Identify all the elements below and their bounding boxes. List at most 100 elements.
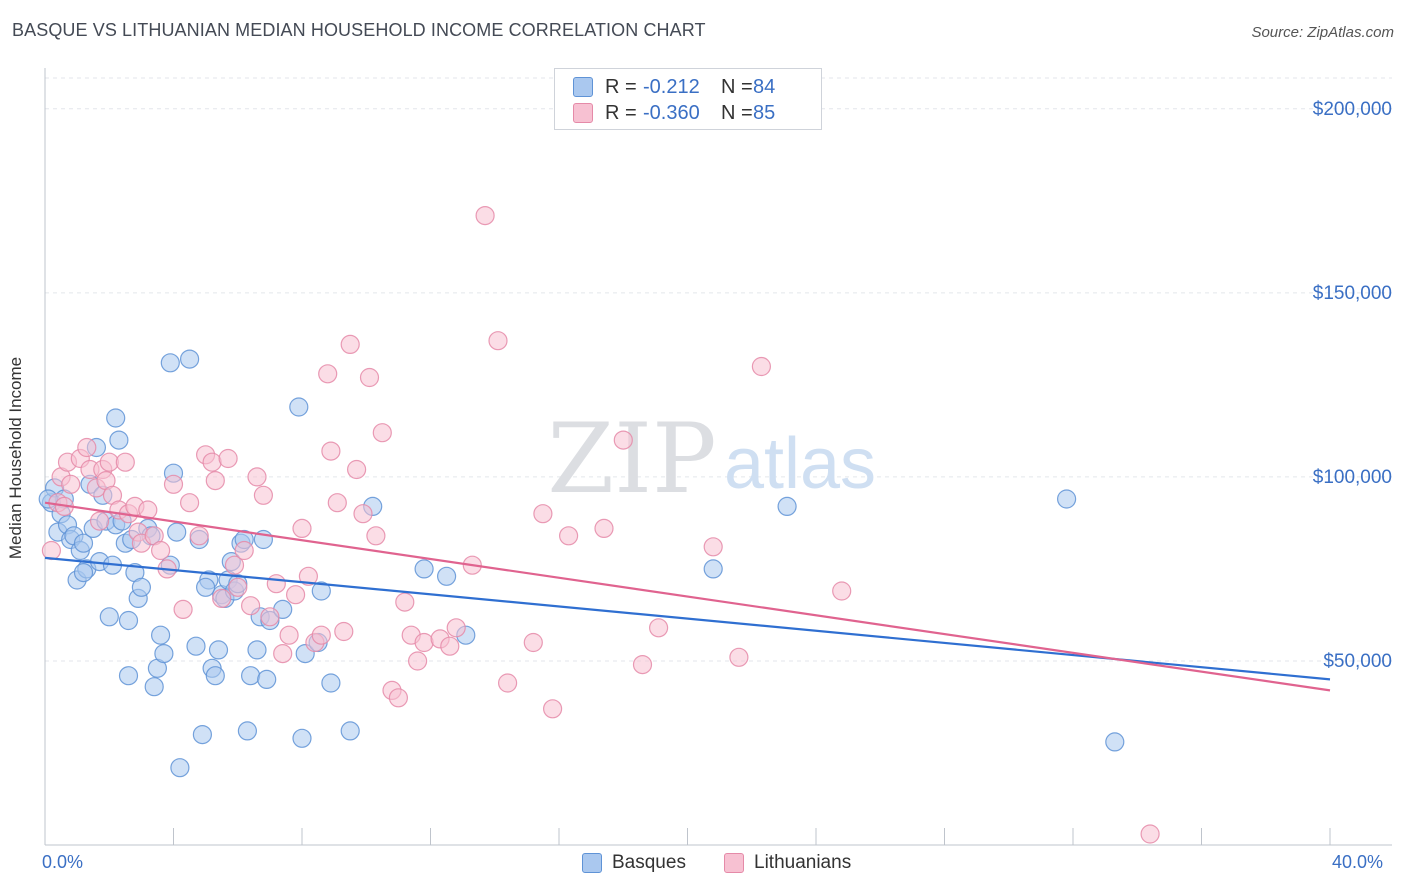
correlation-legend: R = -0.212 N = 84 R = -0.360 N = 85 (554, 68, 822, 130)
legend-label-basques: Basques (612, 852, 686, 873)
lithuanian-point (218, 448, 238, 469)
lithuanian-point (138, 500, 158, 520)
lithuanian-point (372, 423, 392, 443)
legend-label-lithuanians: Lithuanians (754, 852, 852, 873)
lithuanian-point (353, 504, 373, 524)
lithuanian-point (115, 452, 135, 472)
lithuanian-point (440, 636, 460, 656)
legend-row-lithuanians: R = -0.360 N = 85 (573, 101, 775, 125)
y-tick-label: $100,000 (1313, 467, 1392, 488)
basque-point (237, 721, 257, 741)
lithuanian-point (311, 625, 331, 645)
basque-point (186, 636, 206, 656)
series-legend: Basques Lithuanians (0, 852, 1406, 876)
basque-point (208, 640, 229, 660)
lithuanian-point (594, 518, 614, 539)
lithuanian-point (542, 699, 563, 719)
watermark-zip: ZIP (547, 403, 716, 515)
lithuanian-point (224, 555, 245, 575)
y-tick-labels: $50,000 $100,000 $150,000 $200,000 (1313, 99, 1392, 672)
lithuanian-point (388, 688, 408, 708)
lithuanian-point (151, 540, 171, 561)
lithuanians-trend-line (44, 501, 1331, 692)
basque-point (99, 607, 119, 627)
lithuanian-point (241, 596, 261, 616)
n-label: N = (721, 75, 753, 98)
lithuanian-point (321, 441, 341, 461)
basque-point (160, 353, 180, 373)
lithuanian-point (212, 588, 232, 609)
n-value: 84 (753, 75, 776, 98)
lithuanian-point (366, 526, 386, 546)
lithuanian-point (446, 618, 466, 638)
lithuanian-point (298, 566, 318, 586)
lithuanian-point (408, 651, 428, 671)
basque-point (106, 408, 126, 428)
x-tick-max: 40.0% (1332, 852, 1384, 872)
lithuanian-point (523, 632, 543, 653)
basque-point (340, 721, 360, 741)
r-value: -0.212 (643, 75, 700, 98)
basque-point (73, 533, 94, 553)
lithuanians-swatch (724, 853, 744, 873)
lithuanian-point (41, 540, 62, 561)
source-label: Source: ZipAtlas.com (1251, 24, 1394, 41)
basque-point (311, 581, 331, 601)
basque-point (1056, 489, 1077, 509)
basque-point (151, 625, 171, 645)
lithuanian-point (632, 654, 653, 675)
lithuanian-point (266, 574, 286, 594)
r-value: -0.360 (643, 101, 700, 124)
lithuanian-point (247, 467, 267, 487)
lithuanian-point (61, 474, 81, 494)
lithuanian-point (475, 206, 495, 226)
basque-point (289, 397, 309, 417)
basque-point (414, 559, 434, 579)
lithuanian-point (832, 581, 852, 601)
basque-point (73, 562, 94, 583)
lithuanian-point (414, 632, 434, 653)
lithuanian-point (180, 493, 200, 513)
lithuanian-point (558, 526, 579, 546)
basque-point (437, 566, 457, 586)
chart-title: BASQUE VS LITHUANIAN MEDIAN HOUSEHOLD IN… (12, 20, 706, 40)
legend-item-basques[interactable]: Basques (582, 852, 686, 874)
lithuanian-point (286, 585, 306, 605)
n-label: N = (721, 101, 753, 124)
basques-swatch (573, 77, 593, 97)
basque-point (247, 640, 267, 660)
basque-point (170, 758, 190, 778)
legend-row-basques: R = -0.212 N = 84 (573, 75, 775, 99)
lithuanian-point (228, 577, 248, 597)
basque-point (109, 430, 129, 450)
series-points (38, 206, 1160, 844)
lithuanian-point (533, 504, 553, 524)
lithuanian-point (77, 437, 97, 458)
lithuanian-point (751, 356, 772, 377)
basque-point (144, 677, 164, 697)
watermark: ZIP atlas (547, 403, 876, 515)
basque-point (241, 666, 261, 686)
r-label: R = (605, 101, 637, 124)
legend-item-lithuanians[interactable]: Lithuanians (724, 852, 851, 874)
lithuanians-swatch (573, 103, 593, 123)
lithuanian-point (347, 459, 367, 480)
lithuanian-point (488, 331, 508, 351)
basque-point (180, 349, 200, 369)
trend-lines (44, 501, 1331, 692)
y-tick-label: $150,000 (1313, 283, 1392, 304)
lithuanian-point (89, 511, 110, 531)
basque-point (118, 610, 139, 631)
lithuanian-point (498, 673, 518, 693)
basque-point (777, 496, 797, 516)
basque-point (321, 673, 341, 693)
lithuanian-point (327, 493, 347, 513)
lithuanian-point (359, 367, 380, 388)
lithuanian-point (202, 452, 222, 472)
watermark-atlas: atlas (724, 424, 876, 504)
r-label: R = (605, 75, 637, 98)
basque-point (196, 577, 216, 597)
lithuanian-point (613, 430, 633, 450)
lithuanian-point (279, 625, 299, 645)
